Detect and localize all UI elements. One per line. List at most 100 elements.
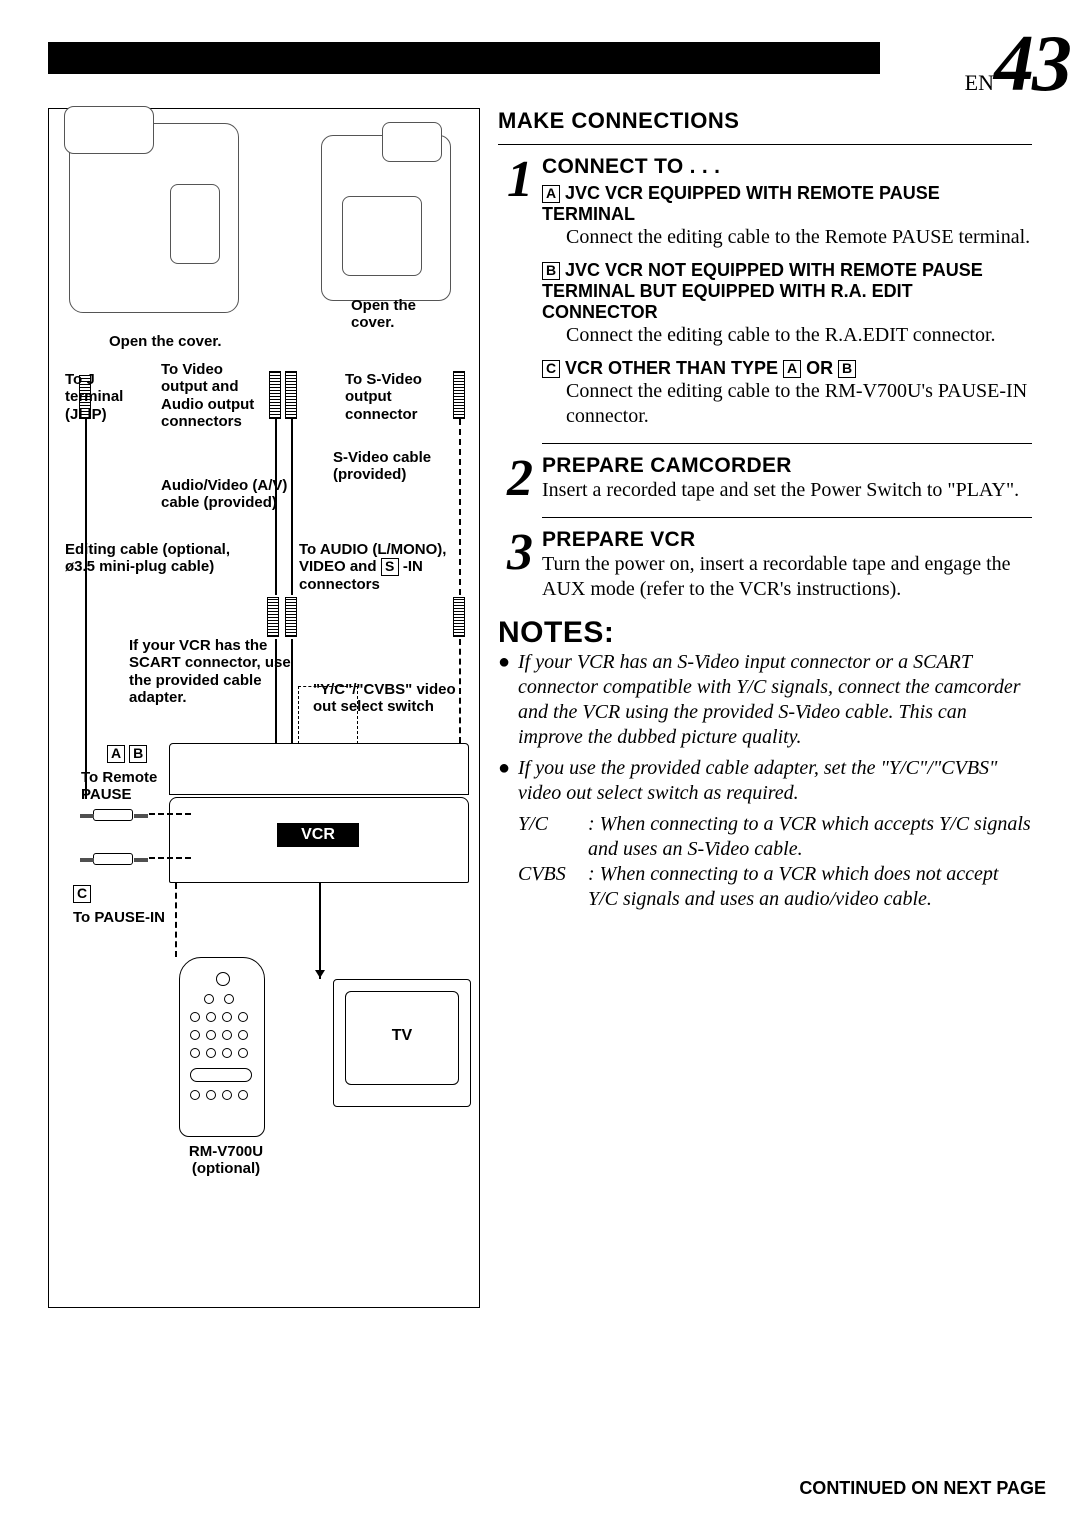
label-open-cover-left: Open the cover.: [109, 333, 222, 350]
instructions-column: MAKE CONNECTIONS 1 CONNECT TO . . . A JV…: [498, 108, 1032, 912]
remote-btn-2: [224, 994, 234, 1004]
step-3-body: PREPARE VCR Turn the power on, insert a …: [542, 528, 1032, 602]
note-yc-val: : When connecting to a VCR which accepts…: [588, 812, 1032, 862]
page-number: EN43: [880, 32, 1080, 96]
plug-a: [93, 809, 133, 821]
note-yc: Y/C : When connecting to a VCR which acc…: [498, 812, 1032, 862]
step-1c-head: C VCR OTHER THAN TYPE A OR B: [542, 358, 1032, 379]
boxed-b-3: B: [838, 360, 856, 378]
note-cvbs-val: : When connecting to a VCR which does no…: [588, 862, 1032, 912]
scart-adapter: [169, 743, 469, 795]
camcorder-left: [69, 123, 239, 313]
connector-svideo: [453, 371, 465, 419]
boxed-c: C: [73, 885, 91, 903]
bullet-1: ●: [498, 650, 518, 750]
step-3: 3 PREPARE VCR Turn the power on, insert …: [498, 528, 1032, 602]
boxed-s: S: [381, 558, 399, 576]
cable-vcr-tv: [319, 883, 321, 979]
step-1c-suffix: OR: [806, 358, 833, 378]
remote-btn-5: [222, 1012, 232, 1022]
camcorder-right-grip: [342, 196, 422, 276]
step-2-num: 2: [498, 458, 542, 500]
remote-btn-11: [190, 1048, 200, 1058]
notes-head: NOTES:: [498, 616, 1032, 650]
vcr-label: VCR: [277, 823, 359, 847]
letter-c: C: [73, 885, 91, 903]
label-to-audio-sin-prefix: To AUDIO (L/MONO), VIDEO and: [299, 541, 446, 575]
tv-label: TV: [375, 1027, 429, 1045]
step-3-text: Turn the power on, insert a recordable t…: [542, 552, 1032, 602]
camcorder-right-lens: [382, 122, 442, 162]
cable-svideo-dash2: [459, 639, 461, 743]
rule-2: [542, 443, 1032, 444]
step-1b-head: B JVC VCR NOT EQUIPPED WITH REMOTE PAUSE…: [542, 260, 1032, 323]
page-prefix: EN: [965, 70, 994, 95]
boxed-a-2: A: [542, 185, 560, 203]
remote-btn-9: [222, 1030, 232, 1040]
note-yc-key: Y/C: [518, 812, 588, 862]
camcorder-right: [321, 135, 451, 301]
cable-av-top2: [291, 419, 293, 595]
section-title: MAKE CONNECTIONS: [498, 108, 1032, 134]
label-svideo-cable: S-Video cable (provided): [333, 449, 473, 484]
label-open-cover-right: Open the cover.: [351, 297, 446, 332]
note-2-text: If you use the provided cable adapter, s…: [518, 756, 1032, 806]
remote-btn-10: [238, 1030, 248, 1040]
label-to-svideo: To S-Video output connector: [345, 371, 453, 423]
note-1-text: If your VCR has an S-Video input connect…: [518, 650, 1032, 750]
step-1: 1 CONNECT TO . . . A JVC VCR EQUIPPED WI…: [498, 155, 1032, 429]
remote-btn-4: [206, 1012, 216, 1022]
step-1c-prefix: VCR OTHER THAN TYPE: [565, 358, 778, 378]
note-cvbs-key: CVBS: [518, 862, 588, 912]
step-1-body: CONNECT TO . . . A JVC VCR EQUIPPED WITH…: [542, 155, 1032, 429]
cable-av-bot: [275, 639, 277, 743]
label-scart: If your VCR has the SCART connector, use…: [129, 637, 293, 706]
connector-mid2: [285, 597, 297, 637]
boxed-c-2: C: [542, 360, 560, 378]
connection-diagram: Open the cover. Open the cover. To J ter…: [48, 108, 480, 1308]
arrow-vcr-tv: [319, 975, 321, 977]
boxed-b: B: [129, 745, 147, 763]
label-remote: RM-V700U (optional): [161, 1143, 291, 1178]
remote-btn-1: [204, 994, 214, 1004]
connector-av2: [285, 371, 297, 419]
boxed-a-3: A: [783, 360, 801, 378]
remote-btn-15: [190, 1090, 200, 1100]
letters-ab: A B: [107, 745, 147, 763]
remote-btn-6: [238, 1012, 248, 1022]
label-to-j: To J terminal (JLIP): [65, 371, 155, 423]
rule-1: [498, 144, 1032, 145]
step-1b-body: Connect the editing cable to the R.A.EDI…: [542, 323, 1032, 348]
boxed-a: A: [107, 745, 125, 763]
rule-3: [542, 517, 1032, 518]
label-editing-cable: Editing cable (optional, ø3.5 mini-plug …: [65, 541, 235, 576]
remote-btn-3: [190, 1012, 200, 1022]
page-big: 43: [994, 20, 1070, 108]
remote-btn-7: [190, 1030, 200, 1040]
step-2-text: Insert a recorded tape and set the Power…: [542, 478, 1032, 503]
connector-mid3: [453, 597, 465, 637]
step-1a-head-text: JVC VCR EQUIPPED WITH REMOTE PAUSE TERMI…: [542, 183, 940, 224]
step-3-head: PREPARE VCR: [542, 528, 1032, 552]
remote-btn-8: [206, 1030, 216, 1040]
step-1-head: CONNECT TO . . .: [542, 155, 1032, 179]
remote-btn-17: [222, 1090, 232, 1100]
connector-mid1: [267, 597, 279, 637]
cable-svideo-dash: [459, 419, 461, 595]
remote-btn-12: [206, 1048, 216, 1058]
note-cvbs: CVBS : When connecting to a VCR which do…: [498, 862, 1032, 912]
step-1a-body: Connect the editing cable to the Remote …: [542, 225, 1032, 250]
step-2: 2 PREPARE CAMCORDER Insert a recorded ta…: [498, 454, 1032, 503]
label-to-video-audio: To Video output and Audio output connect…: [161, 361, 269, 430]
remote-btn-bar: [190, 1068, 252, 1082]
label-to-audio-sin: To AUDIO (L/MONO), VIDEO and S -IN conne…: [299, 541, 469, 594]
cable-jlip: [85, 419, 87, 799]
step-2-head: PREPARE CAMCORDER: [542, 454, 1032, 478]
scart-dash: [298, 686, 358, 744]
boxed-b-2: B: [542, 262, 560, 280]
step-2-body: PREPARE CAMCORDER Insert a recorded tape…: [542, 454, 1032, 503]
plug-b: [93, 853, 133, 865]
step-1a-head: A JVC VCR EQUIPPED WITH REMOTE PAUSE TER…: [542, 183, 1032, 225]
connector-av1: [269, 371, 281, 419]
label-av-cable: Audio/Video (A/V) cable (provided): [161, 477, 291, 512]
